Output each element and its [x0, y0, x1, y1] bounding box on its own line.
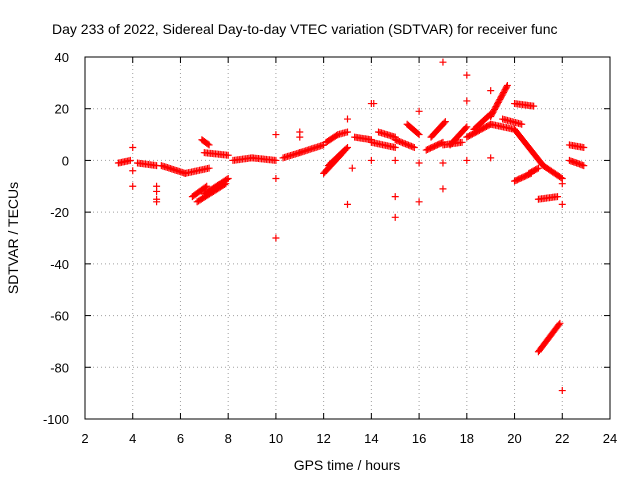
data-point	[554, 193, 561, 201]
data-point	[348, 164, 356, 172]
y-tick-label: -80	[50, 360, 69, 375]
data-point	[518, 120, 526, 128]
data-point	[204, 140, 212, 148]
x-tick-label: 6	[177, 431, 184, 446]
data-point	[205, 141, 213, 149]
data-point	[440, 119, 448, 127]
x-tick-label: 16	[412, 431, 426, 446]
data-point	[344, 144, 351, 151]
data-point	[415, 131, 423, 139]
data-point	[344, 200, 351, 208]
data-point	[439, 58, 447, 66]
data-point	[272, 131, 280, 139]
data-point	[410, 144, 418, 151]
chart-title: Day 233 of 2022, Sidereal Day-to-day VTE…	[52, 21, 558, 37]
data-point	[272, 175, 280, 183]
data-point	[487, 154, 495, 162]
y-tick-label: -40	[50, 257, 69, 272]
data-point	[503, 83, 511, 91]
data-point	[126, 156, 134, 164]
data-point	[463, 71, 471, 79]
data-point	[205, 164, 213, 172]
data-point	[462, 124, 470, 132]
x-axis-label: GPS time / hours	[294, 457, 401, 473]
data-point	[153, 187, 161, 195]
data-point	[556, 319, 564, 327]
data-point	[203, 182, 211, 190]
data-point	[342, 145, 350, 153]
data-point	[463, 123, 471, 131]
data-point	[201, 183, 209, 191]
data-point	[414, 130, 422, 138]
x-tick-label: 22	[555, 431, 569, 446]
data-marks	[114, 58, 588, 395]
data-point	[463, 156, 471, 164]
grid-lines	[85, 57, 610, 419]
data-point	[344, 128, 351, 136]
x-tick-label: 24	[603, 431, 617, 446]
y-tick-label: 40	[55, 50, 69, 65]
data-point	[224, 175, 232, 183]
data-point	[558, 200, 566, 208]
plot-frame	[84, 56, 611, 420]
y-tick-label: -60	[50, 309, 69, 324]
data-point	[129, 167, 137, 175]
data-point	[555, 321, 563, 329]
y-tick-label: 0	[62, 153, 69, 168]
x-tick-label: 10	[269, 431, 283, 446]
data-point	[129, 182, 137, 190]
data-point	[487, 87, 495, 95]
data-point	[458, 138, 466, 146]
data-point	[463, 97, 471, 105]
data-point	[580, 162, 588, 170]
y-axis-label: SDTVAR / TECUs	[5, 182, 21, 294]
data-point	[530, 102, 538, 110]
data-point	[534, 164, 542, 172]
data-point	[439, 159, 447, 167]
data-point	[415, 198, 423, 206]
x-tick-label: 18	[460, 431, 474, 446]
data-point	[580, 144, 588, 151]
data-point	[415, 159, 423, 167]
data-point	[558, 180, 566, 188]
data-point	[370, 100, 378, 108]
data-point	[224, 151, 232, 159]
axis-ticks: 2 4 6 8 10 12 14 16 18 20 22 24-100-80-60-40-200204…	[43, 50, 617, 446]
data-point	[296, 133, 304, 141]
data-point	[367, 156, 375, 164]
data-point	[223, 175, 231, 183]
data-point	[558, 387, 566, 395]
data-point	[439, 185, 447, 193]
data-point	[415, 107, 423, 115]
x-tick-label: 14	[364, 431, 378, 446]
data-point	[557, 174, 565, 182]
data-point	[391, 213, 399, 221]
y-tick-label: 20	[55, 102, 69, 117]
data-point	[153, 198, 161, 206]
x-tick-label: 2	[81, 431, 88, 446]
data-point	[503, 81, 511, 89]
y-tick-label: -20	[50, 205, 69, 220]
data-point	[129, 144, 137, 151]
x-tick-label: 4	[129, 431, 136, 446]
data-point	[391, 156, 399, 164]
data-point	[441, 118, 449, 126]
data-point	[272, 234, 280, 242]
x-tick-label: 20	[507, 431, 521, 446]
x-tick-label: 8	[225, 431, 232, 446]
y-tick-label: -100	[43, 412, 69, 427]
data-point	[391, 144, 399, 151]
data-point	[533, 165, 541, 173]
data-point	[344, 115, 351, 123]
x-tick-label: 12	[316, 431, 330, 446]
data-point	[391, 193, 399, 201]
data-point	[272, 156, 280, 164]
